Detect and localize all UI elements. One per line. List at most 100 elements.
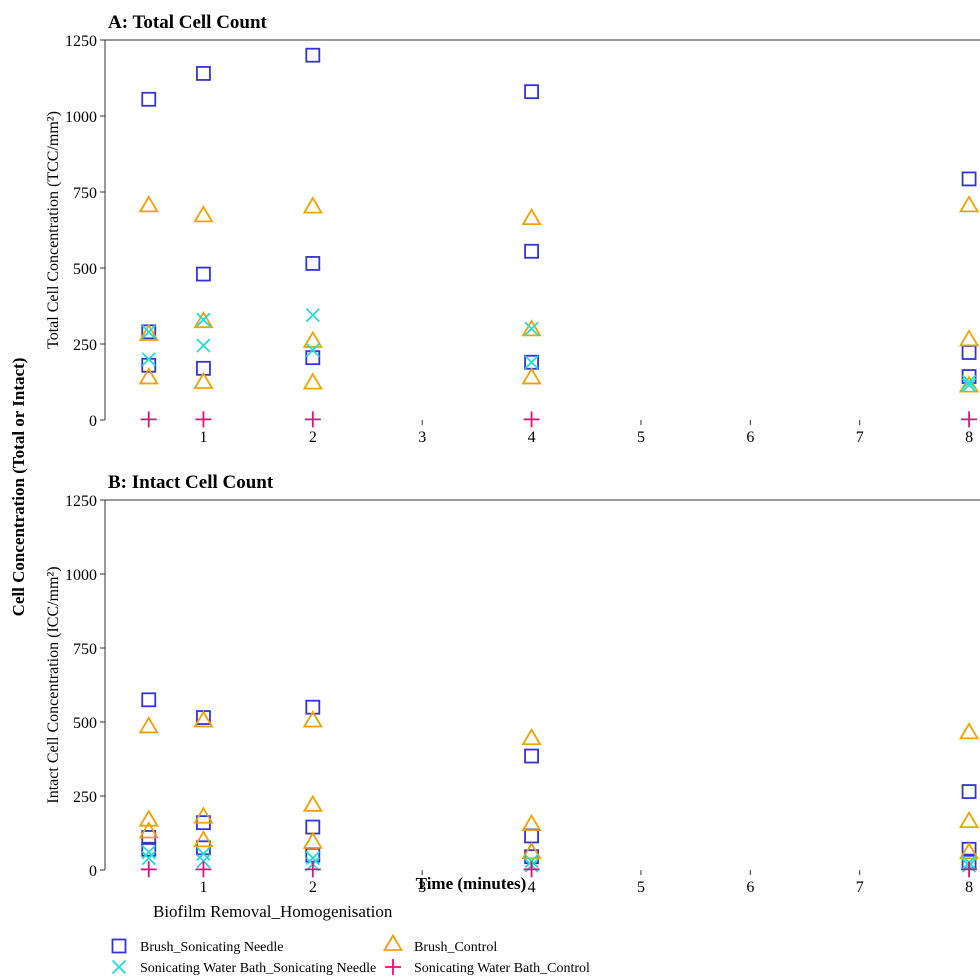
panel-a-data-point	[958, 375, 980, 393]
panel-a-data-point	[524, 84, 539, 100]
panel-a-data-point	[961, 374, 977, 390]
panel-b-data-point	[302, 831, 323, 849]
panel-a-data-point	[193, 371, 214, 389]
panel-a-y-tick-label: 1000	[65, 109, 97, 126]
panel-b-y-tick-label: 1000	[65, 567, 97, 584]
panel-a-data-point	[958, 195, 980, 213]
panel-a-data-point	[196, 312, 211, 327]
panel-b-series	[141, 692, 977, 869]
panel-a-data-point	[141, 324, 156, 339]
panel-a-data-point	[961, 171, 977, 187]
panel-b: B: Intact Cell Count 0 250 500 750 1000 1250 1 2…	[45, 472, 980, 896]
panel-a-data-point	[195, 411, 212, 428]
legend-item: Sonicating Water Bath_Control	[385, 959, 590, 976]
panel-b-data-point	[138, 716, 159, 734]
panel-a-data-point	[193, 310, 214, 329]
panel-b-data-point	[958, 841, 980, 860]
panel-b-y-tick-label: 250	[73, 789, 97, 806]
panel-b-data-point	[523, 861, 540, 878]
panel-a-data-point	[141, 352, 156, 367]
panel-a-data-point	[305, 350, 321, 366]
legend-label: Brush_Sonicating Needle	[140, 940, 283, 955]
panel-b-series	[138, 710, 980, 860]
legend-item: Brush_Control	[382, 933, 497, 955]
panel-a-data-point	[196, 66, 211, 81]
panel-a-data-point	[302, 330, 323, 348]
panel-a: A: Total Cell Count 0 250 500 750 1000 1250 1 2 3…	[45, 12, 980, 446]
panel-b-data-point	[193, 710, 214, 728]
panel-a-x-tick-label: 4	[528, 429, 536, 446]
panel-a-data-point	[140, 411, 157, 428]
panel-a-data-point	[302, 372, 323, 390]
panel-a-x-tick-label: 7	[856, 429, 864, 446]
panel-a-data-point	[524, 243, 539, 259]
panel-b-data-point	[196, 853, 211, 869]
panel-b-data-point	[302, 794, 323, 812]
legend-marker	[385, 959, 401, 975]
panel-b-data-point	[521, 841, 542, 860]
panel-a-data-point	[961, 377, 977, 393]
panel-a-data-point	[521, 319, 542, 337]
panel-a-data-point	[305, 256, 321, 271]
panel-a-data-point	[524, 321, 539, 336]
legend-marker	[111, 959, 127, 975]
legend-label: Brush_Control	[414, 940, 497, 955]
panel-b-data-point	[961, 784, 977, 799]
panel-b-data-point	[141, 692, 157, 708]
panel-b-data-point	[302, 710, 323, 728]
x-axis-label: Time (minutes)	[416, 874, 527, 893]
panel-a-data-point	[304, 411, 321, 428]
panel-a-data-point	[305, 307, 320, 323]
panel-b-y-tick-label: 0	[89, 863, 97, 880]
panel-a-data-point	[196, 338, 211, 353]
legend-marker	[111, 938, 127, 954]
panel-a-y-tick-label: 250	[73, 337, 97, 354]
panel-b-data-point	[138, 821, 159, 839]
panel-b-data-point	[304, 861, 321, 878]
panel-a-data-point	[138, 323, 159, 341]
legend-title: Biofilm Removal_Homogenisation	[153, 902, 393, 921]
panel-b-series	[140, 861, 978, 878]
panel-b-data-point	[196, 840, 211, 856]
panel-a-data-point	[193, 205, 214, 223]
panel-b-data-point	[195, 861, 212, 878]
panel-a-data-point	[523, 411, 540, 428]
panel-a-data-point	[961, 345, 977, 360]
panel-b-data-point	[521, 813, 542, 832]
panel-b-x-tick-label: 8	[965, 879, 973, 896]
panel-a-data-point	[302, 196, 323, 214]
panel-b-data-point	[958, 810, 980, 829]
panel-a-data-point	[524, 355, 539, 370]
panel-b-data-point	[138, 809, 159, 827]
panel-a-x-tick-label: 1	[199, 429, 207, 446]
panel-b-data-point	[305, 851, 320, 866]
panel-b-data-point	[193, 830, 214, 848]
panel-a-data-point	[961, 411, 978, 428]
legend-item: Brush_Sonicating Needle	[111, 938, 283, 955]
panel-b-data-point	[961, 861, 978, 878]
panel-a-data-point	[196, 266, 211, 282]
legend-item: Sonicating Water Bath_Sonicating Needle	[111, 959, 376, 976]
panel-a-x-tick-label: 8	[965, 429, 973, 446]
panel-a-x-tick-label: 3	[418, 429, 426, 446]
panel-b-x-tick-label: 5	[637, 879, 645, 896]
panel-a-series	[141, 47, 977, 384]
panel-a-y-tick-label: 500	[73, 261, 97, 278]
panel-a-y-axis-label: Total Cell Concentration (TCC/mm²)	[45, 111, 62, 349]
panel-a-x-tick-label: 5	[637, 429, 645, 446]
panel-a-data-point	[305, 47, 321, 63]
legend-label: Sonicating Water Bath_Sonicating Needle	[140, 961, 376, 975]
panel-b-data-point	[141, 851, 156, 866]
panel-a-data-point	[521, 367, 542, 385]
panel-b-y-tick-label: 1250	[65, 493, 97, 510]
panel-a-series	[140, 411, 978, 428]
panel-a-series	[141, 307, 977, 393]
panel-a-data-point	[521, 207, 542, 226]
panel-b-data-point	[521, 728, 542, 746]
panel-b-x-tick-label: 4	[528, 879, 536, 896]
panel-b-x-tick-label: 1	[199, 879, 207, 896]
panel-a-x-tick-label: 2	[309, 429, 317, 446]
panel-b-data-point	[193, 806, 214, 824]
